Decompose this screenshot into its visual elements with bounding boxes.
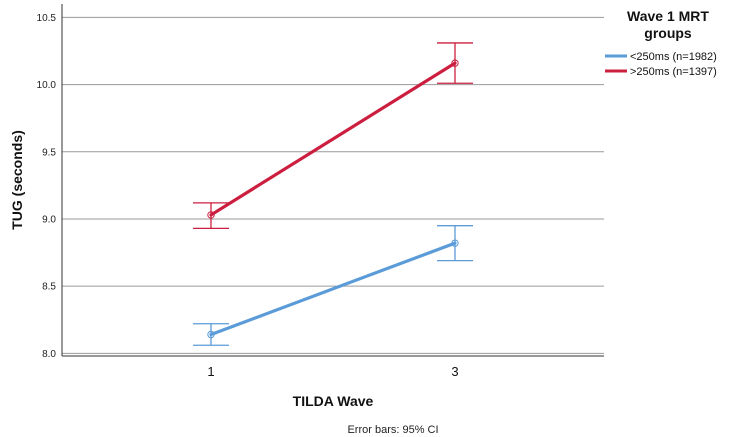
y-tick-labels: 8.0 8.5 9.0 9.5 10.0 10.5 [37,13,57,360]
series-1 [193,225,473,346]
series-line [209,241,457,337]
y-tick-label: 8.5 [42,282,56,293]
grid-lines [62,16,604,354]
series [193,42,473,346]
data-point [451,239,459,247]
y-tick-label: 9.0 [42,214,56,225]
data-point [207,211,215,219]
axes [61,4,604,357]
legend-items: <250ms (n=1982) >250ms (n=1397) [605,51,717,78]
x-axis-title: TILDA Wave [293,393,374,409]
series-line [209,61,457,217]
legend: Wave 1 MRT groups <250ms (n=1982) >250ms … [605,8,717,78]
error-bars-footnote: Error bars: 95% CI [347,424,438,436]
legend-label: <250ms (n=1982) [630,51,717,63]
legend-title-line2: groups [644,25,692,41]
data-point [451,59,459,67]
data-point [207,330,215,339]
series-2 [193,42,473,230]
y-tick-label: 10.5 [37,13,57,24]
x-tick-label: 3 [451,364,458,379]
y-tick-label: 8.0 [42,349,56,360]
y-axis-title: TUG (seconds) [9,130,25,230]
y-tick-label: 9.5 [42,147,56,158]
legend-title-line1: Wave 1 MRT [627,8,709,24]
x-tick-label: 1 [207,364,214,379]
legend-label: >250ms (n=1397) [630,66,717,78]
y-tick-label: 10.0 [37,80,57,91]
